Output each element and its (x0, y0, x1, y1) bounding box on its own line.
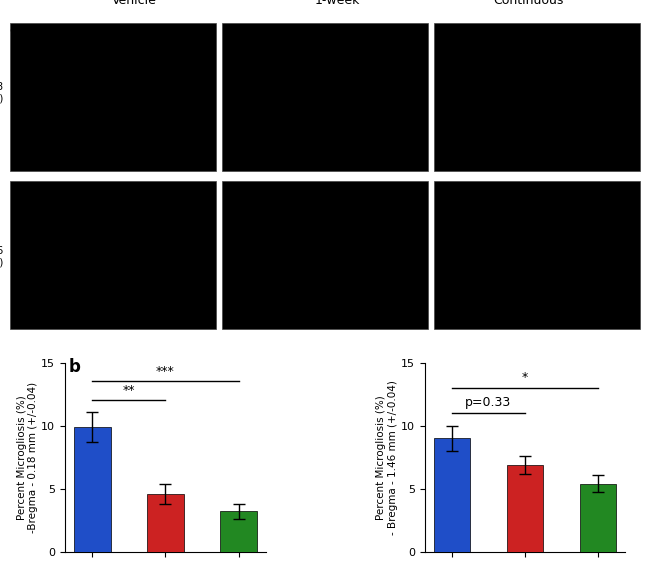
Bar (434, 23, 640, 171)
Bar (10, 181, 216, 329)
Text: Continuous: Continuous (493, 0, 564, 7)
Bar (74, 427, 111, 552)
Bar (507, 464, 543, 552)
Bar (222, 23, 428, 171)
Text: 1-week: 1-week (315, 0, 361, 7)
Bar (10, 23, 216, 171)
Text: a: a (10, 20, 21, 38)
Text: b: b (68, 358, 80, 376)
Text: p=0.33: p=0.33 (465, 396, 512, 409)
Text: **: ** (123, 383, 135, 396)
Text: *: * (522, 371, 528, 384)
Y-axis label: Percent Microgliosis (%)
- Bregma - 1.46 mm (+/-0.04): Percent Microgliosis (%) - Bregma - 1.46… (376, 379, 398, 535)
Text: Vehicle: Vehicle (111, 0, 157, 7)
Bar (220, 511, 257, 552)
Y-axis label: Percent Microgliosis (%)
-Bregma - 0.18 mm (+/-0.04): Percent Microgliosis (%) -Bregma - 0.18 … (17, 382, 38, 533)
Bar (434, 181, 640, 329)
Text: Bregma - 0.18
mm (+/-0.04): Bregma - 0.18 mm (+/-0.04) (0, 82, 3, 104)
Bar (147, 494, 184, 552)
Bar (434, 438, 470, 552)
Text: ***: *** (156, 365, 175, 378)
Bar (580, 484, 616, 552)
Bar (222, 181, 428, 329)
Text: Bregma - 1.46
mm (+/-0.04): Bregma - 1.46 mm (+/-0.04) (0, 246, 3, 267)
